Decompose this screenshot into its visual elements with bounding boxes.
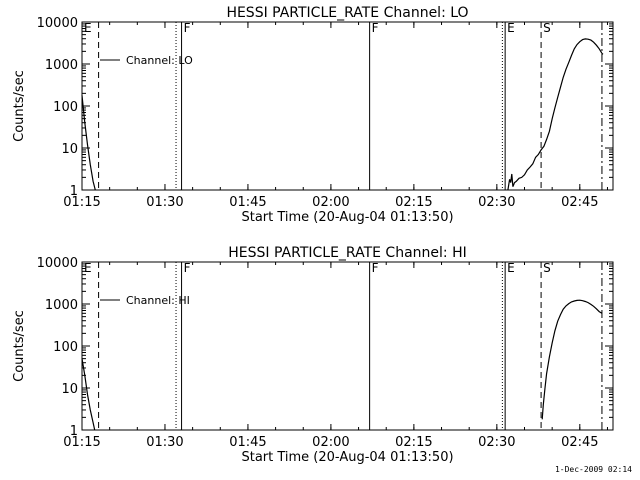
x-tick-label: 01:30 <box>146 435 183 450</box>
chart-panel-2: HESSI PARTICLE_RATE Channel: HI 01:15 01:3… <box>12 245 614 465</box>
plot-frame <box>81 21 614 191</box>
y-tick-label: 1000 <box>45 58 78 73</box>
y-tick-label: 10000 <box>37 256 78 271</box>
x-tick-label: 02:00 <box>312 435 349 450</box>
chart-title: HESSI PARTICLE_RATE Channel: LO <box>226 5 468 21</box>
y-tick-label: 100 <box>53 340 78 355</box>
data-series-line <box>541 299 603 420</box>
data-series-line <box>507 38 604 191</box>
x-tick-label: 01:15 <box>63 435 100 450</box>
x-tick-label: 02:30 <box>478 435 515 450</box>
plot-frame <box>81 261 614 431</box>
y-tick-label: 1 <box>70 184 78 199</box>
data-series-line <box>81 358 96 431</box>
x-axis-label: Start Time (20-Aug-04 01:13:50) <box>241 210 453 225</box>
y-axis-label: Counts/sec <box>12 70 27 142</box>
chart-panel-1: HESSI PARTICLE_RATE Channel: LO 01:15 01:3… <box>12 5 614 225</box>
y-tick-label: 1 <box>70 424 78 439</box>
x-tick-label: 01:30 <box>146 195 183 210</box>
y-tick-label: 10 <box>61 382 78 397</box>
x-tick-label: 01:45 <box>229 435 266 450</box>
event-marker-label: F <box>184 21 191 35</box>
plot-timestamp: 1-Dec-2009 02:14 <box>554 465 632 474</box>
x-tick-label: 02:15 <box>395 195 432 210</box>
x-tick-label: 01:45 <box>229 195 266 210</box>
x-axis-label: Start Time (20-Aug-04 01:13:50) <box>241 450 453 465</box>
y-tick-label: 10000 <box>37 16 78 31</box>
chart-title: HESSI PARTICLE_RATE Channel: HI <box>228 245 466 261</box>
x-tick-label: 02:00 <box>312 195 349 210</box>
x-tick-label: 02:45 <box>561 435 598 450</box>
y-tick-label: 100 <box>53 100 78 115</box>
x-tick-label: 01:15 <box>63 195 100 210</box>
event-marker-label: E <box>507 21 515 35</box>
event-marker-label: S <box>543 21 551 35</box>
data-series-line <box>81 95 96 191</box>
event-marker-label: F <box>372 21 379 35</box>
event-marker-label: S <box>543 261 551 275</box>
x-tick-label: 02:30 <box>478 195 515 210</box>
legend-label: Channel: HI <box>126 294 190 307</box>
y-tick-label: 10 <box>61 142 78 157</box>
x-tick-label: 02:15 <box>395 435 432 450</box>
y-tick-label: 1000 <box>45 298 78 313</box>
event-marker-label: E <box>84 21 92 35</box>
event-marker-label: E <box>507 261 515 275</box>
event-marker-label: F <box>184 261 191 275</box>
y-axis-label: Counts/sec <box>12 310 27 382</box>
x-tick-label: 02:45 <box>561 195 598 210</box>
event-marker-label: F <box>372 261 379 275</box>
event-marker-label: E <box>84 261 92 275</box>
legend-label: Channel: LO <box>126 54 193 67</box>
